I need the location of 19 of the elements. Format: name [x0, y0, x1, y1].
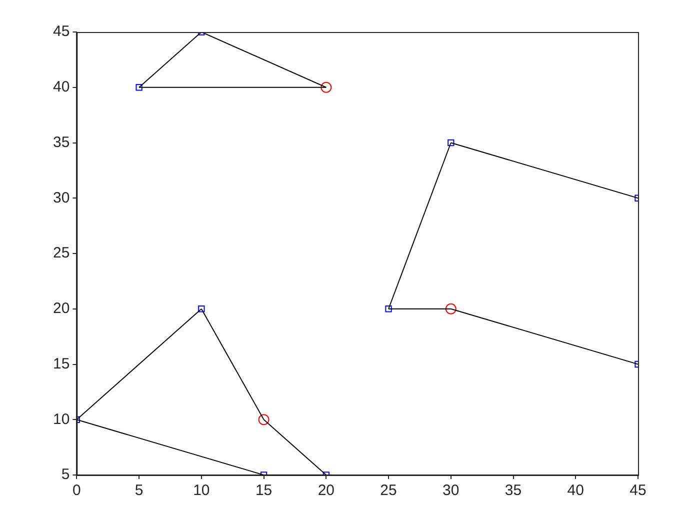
y-tick-label: 5 — [61, 466, 70, 484]
y-tick-label: 25 — [52, 244, 70, 262]
y-tick-label: 10 — [52, 410, 70, 428]
y-tick-label: 20 — [52, 300, 70, 318]
x-tick-label: 40 — [567, 482, 584, 500]
x-tick-label: 45 — [630, 482, 646, 500]
x-tick-label: 10 — [193, 482, 210, 500]
x-tick-label: 5 — [134, 482, 144, 500]
y-tick-label: 45 — [52, 23, 70, 40]
x-tick-label: 25 — [380, 482, 397, 500]
y-tick-label: 35 — [52, 134, 70, 151]
y-tick-label: 30 — [52, 189, 70, 206]
x-tick-label: 30 — [442, 482, 460, 500]
x-tick-label: 0 — [72, 482, 81, 500]
x-tick-label: 35 — [504, 482, 522, 500]
y-tick-label: 15 — [52, 355, 70, 372]
x-tick-label: 15 — [255, 482, 272, 500]
y-tick-label: 40 — [52, 78, 70, 96]
x-tick-label: 20 — [318, 482, 334, 500]
